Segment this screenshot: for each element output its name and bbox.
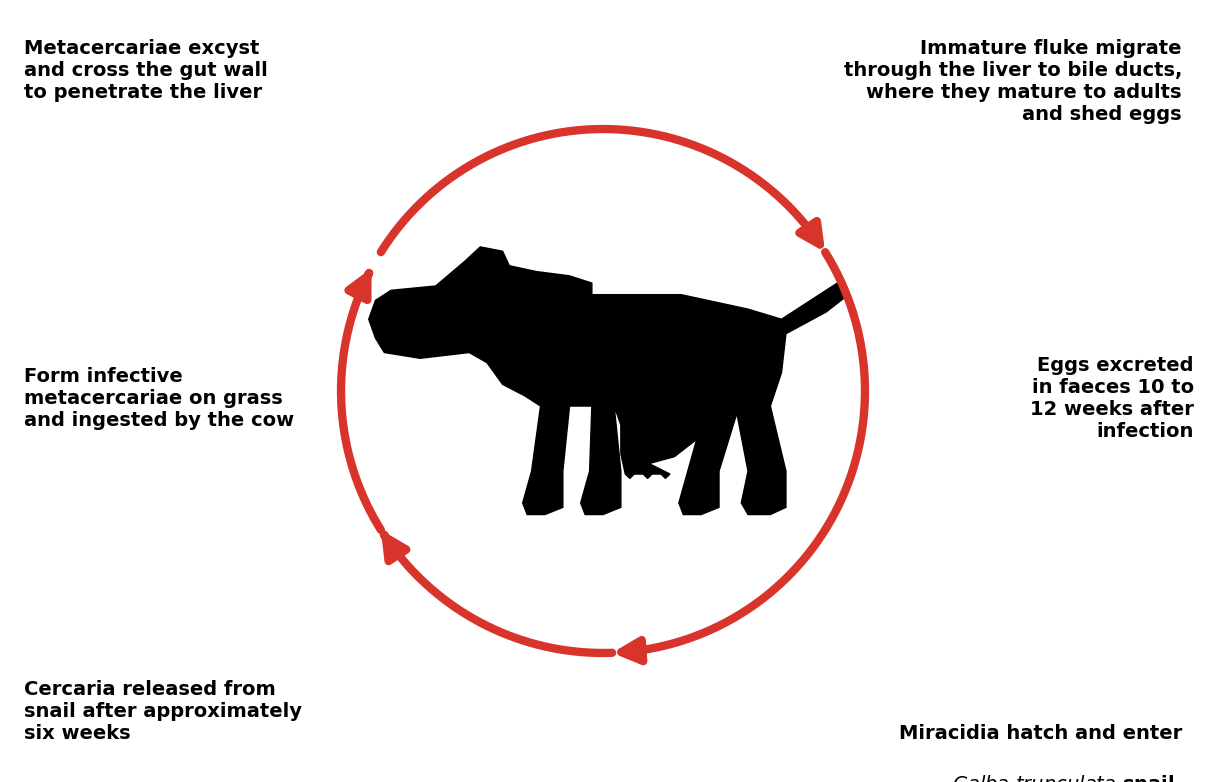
Text: $\mathit{Galba\ trunculata}$ snail.: $\mathit{Galba\ trunculata}$ snail. bbox=[953, 775, 1182, 782]
Text: Metacercariae excyst
and cross the gut wall
to penetrate the liver: Metacercariae excyst and cross the gut w… bbox=[24, 39, 268, 102]
Text: Eggs excreted
in faeces 10 to
12 weeks after
infection: Eggs excreted in faeces 10 to 12 weeks a… bbox=[1030, 357, 1194, 441]
Text: Cercaria released from
snail after approximately
six weeks: Cercaria released from snail after appro… bbox=[24, 680, 303, 743]
Text: Immature fluke migrate
through the liver to bile ducts,
where they mature to adu: Immature fluke migrate through the liver… bbox=[843, 39, 1182, 124]
Text: Form infective
metacercariae on grass
and ingested by the cow: Form infective metacercariae on grass an… bbox=[24, 368, 294, 430]
Polygon shape bbox=[369, 247, 849, 515]
Text: Miracidia hatch and enter: Miracidia hatch and enter bbox=[898, 724, 1182, 743]
